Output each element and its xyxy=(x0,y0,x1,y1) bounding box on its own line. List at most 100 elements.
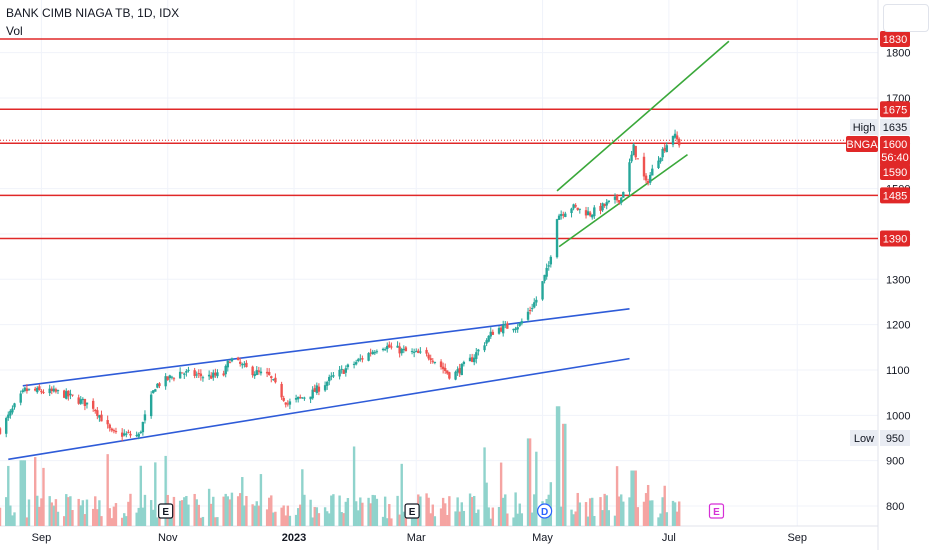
volume-bar xyxy=(475,512,478,526)
volume-bar xyxy=(193,493,196,526)
volume-bar xyxy=(239,493,242,526)
volume-bar xyxy=(267,497,271,526)
candle-body xyxy=(412,351,416,353)
volume-bar xyxy=(671,500,675,526)
volume-bar xyxy=(253,505,256,526)
high-label: High xyxy=(853,122,876,134)
channel-lower-blue[interactable] xyxy=(8,357,630,461)
candle-body xyxy=(108,424,111,429)
volume-bar xyxy=(574,511,577,526)
candle-body xyxy=(34,388,37,391)
channel-upper-green[interactable] xyxy=(556,40,730,192)
candle-body xyxy=(170,376,174,378)
candle-body xyxy=(123,433,126,436)
scale-box[interactable] xyxy=(883,4,929,32)
candle-body xyxy=(156,383,159,388)
volume-bar xyxy=(646,484,650,526)
horizontal-levels[interactable] xyxy=(0,38,878,240)
volume-bar xyxy=(483,447,486,526)
volume-bar xyxy=(201,516,205,526)
earnings-marker[interactable] xyxy=(158,503,174,519)
volume-bar xyxy=(460,502,463,526)
volume-bar xyxy=(123,513,126,526)
candle-body xyxy=(675,135,679,140)
volume-bar xyxy=(576,492,579,526)
candle-body xyxy=(564,213,567,217)
candle-body xyxy=(127,431,130,433)
volume-bar xyxy=(559,506,563,526)
volume-bar xyxy=(373,495,377,526)
volume-bar xyxy=(178,500,182,526)
candle-body xyxy=(114,431,118,433)
candle-body xyxy=(516,327,519,330)
candle-body xyxy=(77,397,80,404)
volume-bar xyxy=(301,469,304,526)
candle-body xyxy=(154,389,157,392)
volume-bar xyxy=(620,494,623,526)
volume-bar xyxy=(485,482,488,526)
volume-bar xyxy=(67,497,70,526)
candle-body xyxy=(21,390,24,393)
volume-bar xyxy=(199,517,203,526)
volume-bar xyxy=(48,496,51,526)
volume-bar xyxy=(224,493,227,526)
candle-body xyxy=(429,358,432,361)
candle-body xyxy=(622,191,625,198)
volume-bar xyxy=(313,507,316,526)
volume-bar xyxy=(454,511,457,526)
volume-bar xyxy=(381,516,385,526)
candle-body xyxy=(7,414,10,418)
candle-body xyxy=(214,372,217,376)
earnings-marker[interactable] xyxy=(708,503,725,519)
candles xyxy=(0,129,681,442)
candle-body xyxy=(448,372,451,379)
candle-body xyxy=(634,145,637,158)
candle-body xyxy=(323,385,327,391)
volume-bar xyxy=(139,465,143,526)
volume-bar xyxy=(346,498,350,526)
earnings-marker[interactable] xyxy=(404,503,420,519)
candle-body xyxy=(328,376,331,382)
candle-body xyxy=(446,370,449,374)
volume-bar xyxy=(42,467,45,526)
candle-body xyxy=(54,389,58,392)
dividend-marker[interactable] xyxy=(537,503,553,519)
volume-bar xyxy=(69,496,72,526)
candle-body xyxy=(36,387,39,393)
candle-body xyxy=(286,403,290,405)
volume-bar xyxy=(100,516,103,526)
candle-body xyxy=(5,418,8,434)
volume-bar xyxy=(607,510,611,526)
volume-bar xyxy=(110,518,114,526)
volume-bar xyxy=(501,497,505,526)
candle-body xyxy=(396,345,399,348)
time-axis[interactable]: Sep Nov 2023 Mar May Jul Sep xyxy=(32,532,807,544)
candle-body xyxy=(94,409,97,412)
volume-bar xyxy=(23,460,27,526)
candle-body xyxy=(375,351,379,353)
candle-body xyxy=(332,375,335,377)
channel-lower-green[interactable] xyxy=(558,153,688,248)
candle-body xyxy=(181,372,184,374)
candle-body xyxy=(141,421,145,433)
volume-bar xyxy=(38,506,41,526)
volume-bar xyxy=(477,509,480,526)
candle-body xyxy=(11,408,14,413)
volume-bar xyxy=(274,511,277,526)
volume-bar xyxy=(367,497,370,526)
volume-bar xyxy=(588,498,592,526)
candle-body xyxy=(236,357,240,361)
high-value-box xyxy=(880,119,910,135)
trendlines[interactable] xyxy=(8,40,730,461)
candle-body xyxy=(632,144,635,156)
volume-bar xyxy=(603,493,606,526)
time-tick-label: Sep xyxy=(787,532,807,544)
channel-upper-blue[interactable] xyxy=(22,307,630,387)
volume-bar xyxy=(52,505,56,526)
candle-body xyxy=(417,350,420,354)
price-tick-label: 900 xyxy=(886,456,904,468)
volume-bar xyxy=(210,503,213,526)
